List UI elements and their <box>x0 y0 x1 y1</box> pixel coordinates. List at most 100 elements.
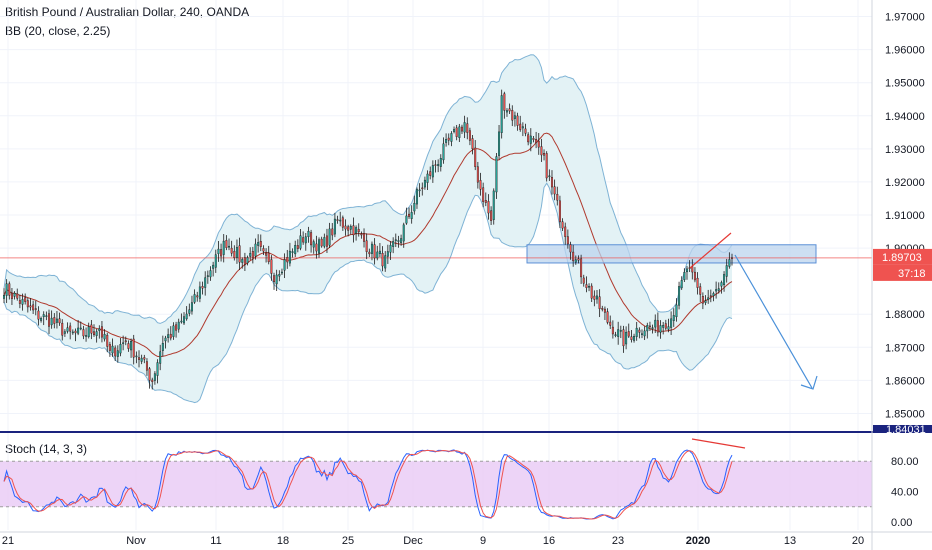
candle-body <box>434 164 437 166</box>
candle-body <box>593 295 596 300</box>
stochastic-pane <box>0 449 872 520</box>
candle-body <box>87 326 90 337</box>
annotations[interactable] <box>689 232 818 449</box>
candle-body <box>79 327 82 330</box>
candle-body <box>280 271 283 274</box>
projection-arrowhead <box>800 375 818 390</box>
candle-body <box>228 245 231 248</box>
candle-body <box>529 135 532 144</box>
candle-body <box>296 245 299 249</box>
candle-body <box>535 139 538 143</box>
candle-body <box>638 329 641 333</box>
candle-body <box>712 293 715 296</box>
candle-body <box>217 248 220 254</box>
candle-body <box>111 345 114 354</box>
candle-body <box>516 115 519 126</box>
price-tick-label: 1.85000 <box>885 408 925 420</box>
candle-body <box>93 331 95 336</box>
price-tick-label: 1.94000 <box>885 111 925 123</box>
candle-body <box>365 240 368 252</box>
candle-body <box>172 325 175 337</box>
candle-body <box>693 271 696 281</box>
stoch-tick-label: 80.00 <box>891 456 919 468</box>
candle-body <box>625 331 628 345</box>
candle-body <box>614 334 617 336</box>
candle-body <box>13 292 16 297</box>
candle-body <box>140 357 143 362</box>
bb-basis <box>3 132 733 358</box>
candle-body <box>143 357 146 360</box>
candle-body <box>177 321 180 330</box>
candle-body <box>169 333 172 339</box>
candle-body <box>294 245 297 255</box>
candle-body <box>82 329 85 337</box>
stoch-tick-label: 0.00 <box>891 517 912 529</box>
candle-body <box>445 139 448 143</box>
candle-body <box>106 334 109 347</box>
candle-body <box>717 288 720 291</box>
stoch-d-line <box>3 449 733 520</box>
candle-body <box>709 295 712 297</box>
candle-body <box>442 143 445 161</box>
candle-body <box>667 326 670 330</box>
candle-body <box>204 277 207 288</box>
candle-body <box>286 257 289 263</box>
candle-body <box>307 230 310 238</box>
candle-body <box>275 274 278 285</box>
candle-body <box>495 156 498 193</box>
candle-body <box>119 344 122 354</box>
candle-body <box>384 255 387 269</box>
bollinger-legend: BB (20, close, 2.25) <box>5 24 111 38</box>
candle-body <box>5 283 8 296</box>
candle-body <box>519 123 522 130</box>
countdown-text: 37:18 <box>898 268 926 280</box>
stochastic-legend: Stoch (14, 3, 3) <box>5 442 88 456</box>
candle-body <box>556 194 559 201</box>
candle-body <box>696 277 699 288</box>
time-tick-label: 18 <box>277 535 289 547</box>
candle-body <box>553 186 556 195</box>
candle-body <box>400 238 403 243</box>
candle-body <box>429 171 432 176</box>
time-tick-label: Nov <box>126 535 146 547</box>
candle-body <box>100 326 103 338</box>
candle-body <box>225 240 228 248</box>
candle-body <box>450 133 453 142</box>
price-tick-label: 1.97000 <box>885 12 925 24</box>
candle-body <box>299 235 302 249</box>
candle-body <box>124 340 127 343</box>
price-tick-label: 1.86000 <box>885 375 925 387</box>
price-tick-label: 1.87000 <box>885 342 925 354</box>
candle-body <box>265 252 268 256</box>
candle-body <box>368 251 371 255</box>
candle-body <box>715 289 718 292</box>
candle-body <box>241 259 244 263</box>
time-tick-label: 25 <box>342 535 354 547</box>
candle-body <box>728 259 731 267</box>
candle-body <box>376 251 379 259</box>
candle-body <box>725 265 728 277</box>
candle-body <box>474 147 477 167</box>
candle-body <box>249 253 252 257</box>
candle-body <box>392 241 395 247</box>
candle-body <box>418 189 421 192</box>
candle-body <box>50 317 53 326</box>
candle-body <box>24 297 27 302</box>
candle-body <box>686 268 688 273</box>
candle-body <box>291 251 294 253</box>
candle-body <box>635 327 638 337</box>
candle-body <box>381 252 384 267</box>
time-tick-label: 16 <box>543 535 555 547</box>
candle-body <box>58 318 61 324</box>
candle-body <box>360 233 363 236</box>
candle-body <box>550 177 553 188</box>
candle-body <box>206 275 209 277</box>
price-tick-label: 1.96000 <box>885 45 925 57</box>
price-tick-label: 1.91000 <box>885 210 925 222</box>
candle-body <box>402 224 405 242</box>
candle-body <box>183 316 186 324</box>
resistance-zone[interactable] <box>526 244 817 264</box>
candle-body <box>675 304 678 318</box>
